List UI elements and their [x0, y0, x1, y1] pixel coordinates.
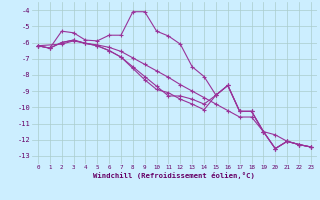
- X-axis label: Windchill (Refroidissement éolien,°C): Windchill (Refroidissement éolien,°C): [93, 172, 255, 179]
